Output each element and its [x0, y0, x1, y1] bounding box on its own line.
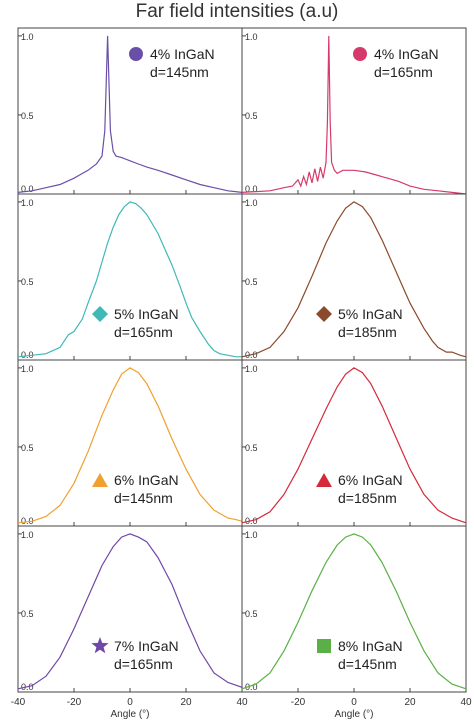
- legend-label-line1: 8% InGaN: [338, 638, 403, 654]
- y-tick-label: 0.0: [21, 350, 34, 360]
- x-tick-label: -20: [67, 697, 82, 708]
- legend-marker-diamond: [92, 306, 108, 322]
- x-axis-label: Angle (°): [334, 709, 373, 720]
- panel-5: 0.0 0.5 1.0 6% InGaN d=145nm: [17, 359, 243, 527]
- y-tick-label: 1.0: [21, 198, 34, 208]
- y-tick-label: 1.0: [21, 32, 34, 42]
- x-tick-label: 20: [180, 697, 192, 708]
- y-tick-label: 0.5: [245, 277, 258, 287]
- y-tick-label: 1.0: [21, 530, 34, 540]
- y-tick-label: 0.5: [245, 443, 258, 453]
- series-line: [241, 533, 467, 690]
- legend-label-line2: d=165nm: [374, 64, 433, 80]
- x-tick-label: 40: [236, 697, 248, 708]
- legend-label-line1: 5% InGaN: [338, 306, 403, 322]
- y-tick-label: 0.5: [245, 609, 258, 619]
- legend-marker-triangle: [316, 473, 332, 487]
- legend-label-line1: 7% InGaN: [114, 638, 179, 654]
- legend-marker-triangle: [92, 473, 108, 487]
- y-tick-label: 1.0: [21, 364, 34, 374]
- series-line: [241, 367, 467, 524]
- series-line: [17, 35, 243, 193]
- y-tick-label: 0.0: [21, 184, 34, 194]
- panel-3: 0.0 0.5 1.0 5% InGaN d=165nm: [17, 193, 243, 361]
- panel-2: 0.0 0.5 1.0 4% InGaN d=165nm: [241, 27, 467, 195]
- series-line: [17, 533, 243, 690]
- y-tick-label: 0.5: [21, 609, 34, 619]
- y-tick-label: 1.0: [245, 32, 258, 42]
- legend-marker-square: [317, 639, 331, 653]
- legend-marker-star: [91, 637, 109, 654]
- series-line: [17, 201, 242, 358]
- legend-label-line1: 4% InGaN: [374, 46, 439, 62]
- legend-marker-circle: [129, 47, 143, 61]
- y-tick-label: 0.0: [21, 516, 34, 526]
- x-tick-label: 20: [404, 697, 416, 708]
- series-line: [241, 201, 467, 358]
- y-tick-label: 1.0: [245, 364, 258, 374]
- x-tick-label: -20: [291, 697, 306, 708]
- y-tick-label: 0.5: [21, 443, 34, 453]
- legend-label-line2: d=185nm: [338, 490, 397, 506]
- y-tick-label: 0.5: [21, 111, 34, 121]
- y-tick-label: 1.0: [245, 530, 258, 540]
- x-axis-label: Angle (°): [110, 709, 149, 720]
- legend-label-line2: d=145nm: [150, 64, 209, 80]
- legend-label-line2: d=145nm: [114, 490, 173, 506]
- panel-1: 0.0 0.5 1.0 4% InGaN d=145nm: [17, 27, 243, 195]
- legend-label-line1: 4% InGaN: [150, 46, 215, 62]
- series-line: [241, 35, 467, 195]
- legend-label-line2: d=165nm: [114, 656, 173, 672]
- legend-label-line1: 6% InGaN: [114, 472, 179, 488]
- y-tick-label: 1.0: [245, 198, 258, 208]
- x-tick-label: 40: [460, 697, 472, 708]
- x-tick-label: 0: [127, 697, 133, 708]
- legend-marker-diamond: [316, 306, 332, 322]
- y-tick-label: 0.5: [21, 277, 34, 287]
- y-tick-label: 0.0: [245, 184, 258, 194]
- x-tick-label: 0: [351, 697, 357, 708]
- y-tick-label: 0.5: [245, 111, 258, 121]
- legend-label-line2: d=185nm: [338, 324, 397, 340]
- x-tick-label: -40: [11, 697, 26, 708]
- y-tick-label: 0.0: [245, 682, 258, 692]
- legend-label-line1: 6% InGaN: [338, 472, 403, 488]
- series-line: [17, 367, 243, 524]
- figure-title: Far field intensities (a.u): [135, 1, 339, 22]
- legend-label-line2: d=165nm: [114, 324, 173, 340]
- panel-8: 0.0 0.5 1.0 8% InGaN d=145nm: [241, 525, 467, 693]
- legend-label-line1: 5% InGaN: [114, 306, 179, 322]
- legend-label-line2: d=145nm: [338, 656, 397, 672]
- legend-marker-circle: [353, 47, 367, 61]
